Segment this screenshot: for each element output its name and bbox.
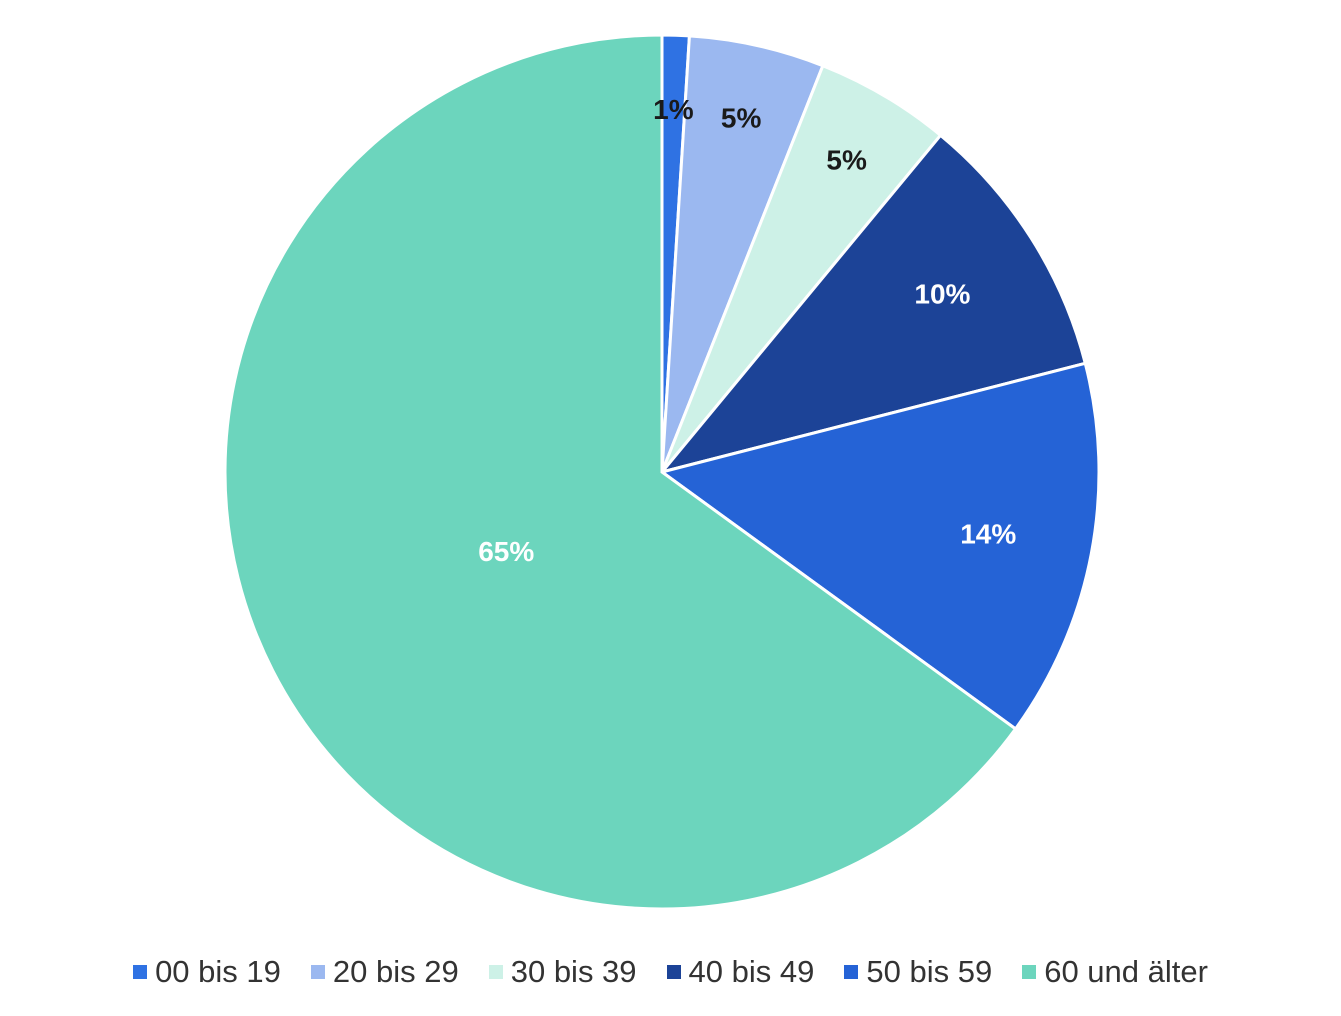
legend-swatch-icon	[666, 965, 681, 979]
pie-data-labels: 1% 5% 5% 10% 14% 65%	[478, 94, 1016, 567]
legend-item: 20 bis 29	[310, 954, 459, 990]
legend-swatch-icon	[1022, 965, 1037, 979]
legend-item: 60 und älter	[1022, 954, 1208, 990]
legend-item: 40 bis 49	[666, 954, 815, 990]
pie-slice-6	[223, 33, 1018, 911]
legend-label: 60 und älter	[1044, 954, 1208, 989]
legend-swatch-icon	[133, 965, 148, 979]
slice-data-label-5: 14%	[960, 519, 1016, 550]
legend-label: 30 bis 39	[510, 954, 637, 989]
pie-slice-4	[657, 133, 1088, 475]
legend-swatch-icon	[488, 965, 503, 979]
slice-data-label-4: 10%	[914, 279, 970, 310]
legend-swatch-icon	[844, 965, 859, 979]
slice-data-label-3: 5%	[826, 144, 867, 175]
slice-data-label-2: 5%	[721, 103, 762, 134]
legend-swatch-icon	[310, 965, 325, 979]
legend-item: 30 bis 39	[488, 954, 637, 990]
slice-data-label-6: 65%	[478, 536, 534, 567]
pie-slices	[223, 33, 1101, 911]
legend-label: 40 bis 49	[688, 954, 815, 989]
slice-data-label-1: 1%	[653, 94, 694, 125]
pie-chart: 1% 5% 5% 10% 14% 65%	[223, 33, 1101, 911]
chart-legend: 00 bis 19 20 bis 29 30 bis 39 40 bis 49 50 b…	[0, 950, 1341, 994]
legend-label: 50 bis 59	[866, 954, 993, 989]
legend-item: 50 bis 59	[844, 954, 992, 990]
legend-label: 20 bis 29	[332, 954, 459, 989]
legend-label: 00 bis 19	[155, 954, 281, 989]
pie-slice-5	[658, 361, 1101, 731]
legend-item: 00 bis 19	[133, 954, 281, 990]
